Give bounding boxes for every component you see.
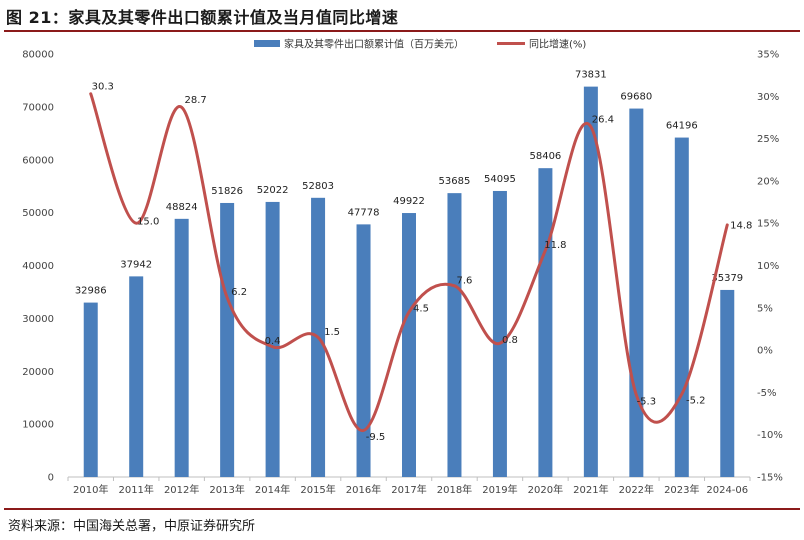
bar [583, 86, 598, 477]
y-right-tick-label: 30% [757, 92, 779, 103]
line-data-label: 28.7 [185, 95, 207, 106]
bar-data-label: 51826 [211, 186, 243, 197]
bar [265, 201, 280, 478]
line-data-label: 11.8 [544, 240, 566, 251]
x-tick-label: 2020年 [528, 483, 563, 496]
legend-line-label: 同比增速(%) [529, 38, 586, 51]
line-data-label: 7.6 [457, 275, 473, 286]
line-data-label: 30.3 [92, 81, 114, 92]
growth-line [89, 92, 729, 432]
bar [129, 276, 144, 477]
line-data-label: -9.5 [366, 432, 386, 443]
bar-data-label: 52803 [302, 181, 334, 192]
y-right-tick-label: -5% [757, 388, 776, 399]
x-tick-label: 2012年 [164, 483, 199, 496]
x-tick-label: 2017年 [391, 483, 426, 496]
bar-data-label: 48824 [166, 202, 198, 213]
x-tick-label: 2019年 [482, 483, 517, 496]
y-left-tick-label: 0 [48, 473, 54, 484]
legend-bar-label: 家具及其零件出口额累计值（百万美元） [284, 38, 464, 51]
title-rule [4, 30, 800, 32]
bar [174, 218, 189, 478]
y-right-tick-label: 0% [757, 346, 773, 357]
bar [83, 302, 98, 477]
line-data-label: -5.2 [686, 396, 706, 407]
x-tick-label: 2022年 [619, 483, 654, 496]
x-tick-label: 2018年 [437, 483, 472, 496]
y-right-tick-label: -10% [757, 430, 783, 441]
x-tick-label: 2011年 [118, 483, 153, 496]
x-tick-label: 2024-06 [706, 485, 748, 496]
x-tick-label: 2023年 [664, 483, 699, 496]
y-right-tick-label: 10% [757, 261, 779, 272]
x-tick-label: 2021年 [573, 483, 608, 496]
x-tick-label: 2014年 [255, 483, 290, 496]
bar-data-label: 64196 [666, 121, 698, 132]
figure-title: 图 21：家具及其零件出口额累计值及当月值同比增速 [6, 8, 399, 27]
line-data-label: 0.4 [265, 336, 281, 347]
legend-bar-swatch [254, 40, 280, 47]
y-left-tick-label: 80000 [22, 50, 54, 61]
y-right-tick-label: 20% [757, 176, 779, 187]
x-tick-label: 2016年 [346, 483, 381, 496]
bar [674, 137, 689, 477]
line-data-label: 4.5 [413, 304, 429, 315]
bar-data-label: 53685 [439, 176, 471, 187]
bar [402, 213, 416, 478]
line-data-label: 14.8 [730, 220, 752, 231]
y-right-tick-label: 35% [757, 50, 779, 61]
bar-data-label: 52022 [257, 185, 289, 196]
bar-data-label: 69680 [620, 92, 652, 103]
combo-chart: 0 10000 20000 30000 40000 50000 60000 70000 8000… [22, 38, 783, 497]
bar-data-label: 73831 [575, 70, 607, 81]
x-tick-label: 2015年 [300, 483, 335, 496]
y-right-tick-label: 15% [757, 219, 779, 230]
bar-data-label: 35379 [711, 273, 743, 284]
source-note: 资料来源：中国海关总署，中原证券研究所 [8, 519, 256, 534]
bar [356, 224, 371, 477]
line-data-label: 0.8 [502, 335, 518, 346]
y-left-tick-label: 30000 [22, 314, 54, 325]
line-data-label: 26.4 [592, 114, 614, 125]
y-left-tick-label: 70000 [22, 102, 54, 113]
y-left-tick-label: 50000 [22, 208, 54, 219]
line-data-label: -5.3 [637, 396, 657, 407]
bar [629, 108, 644, 477]
y-right-tick-label: -15% [757, 473, 783, 484]
y-left-tick-label: 20000 [22, 367, 54, 378]
x-tick-label: 2013年 [209, 483, 244, 496]
source-rule [4, 508, 800, 510]
y-right-tick-label: 25% [757, 134, 779, 145]
bar-data-label: 32986 [75, 286, 107, 297]
bar [492, 190, 507, 477]
x-tick-label: 2010年 [73, 483, 108, 496]
bar-data-label: 37942 [120, 259, 152, 270]
y-left-tick-label: 10000 [22, 420, 54, 431]
y-right-tick-label: 5% [757, 303, 773, 314]
line-data-label: 1.5 [324, 327, 340, 338]
bar [220, 202, 235, 477]
bar-data-label: 54095 [484, 174, 516, 185]
bar [538, 168, 553, 477]
bar-data-label: 58406 [529, 151, 561, 162]
y-left-tick-label: 40000 [22, 261, 54, 272]
bar-data-label: 49922 [393, 196, 425, 207]
bar-data-label: 47778 [348, 207, 380, 218]
bar [447, 193, 462, 477]
line-data-label: 6.2 [231, 287, 247, 298]
y-left-tick-label: 60000 [22, 155, 54, 166]
bar [720, 289, 735, 477]
line-data-label: 15.0 [137, 217, 159, 228]
